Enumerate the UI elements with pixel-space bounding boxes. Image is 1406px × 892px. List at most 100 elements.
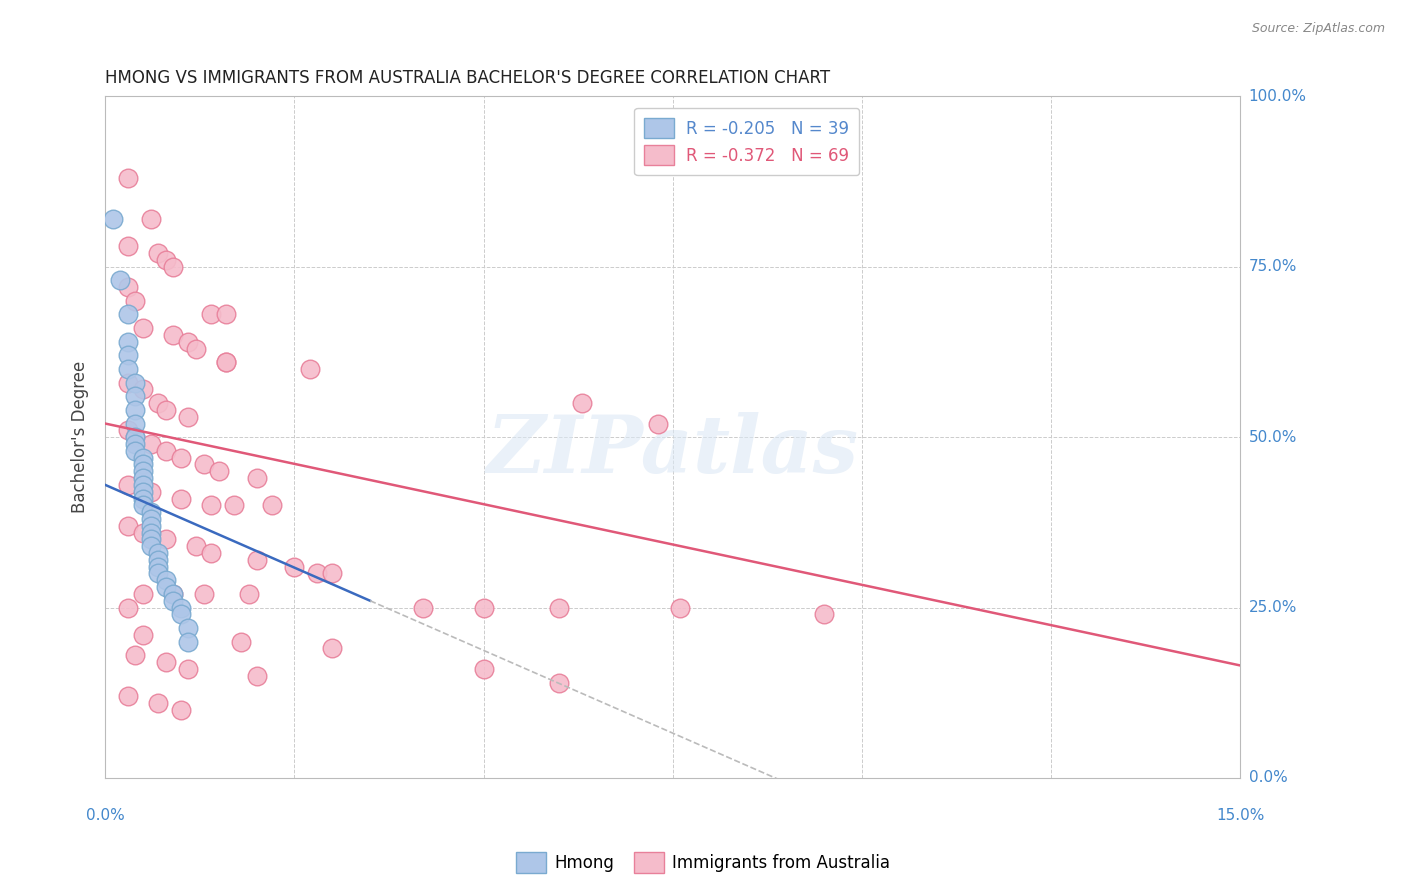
Point [155, 403, 177, 417]
Point [124, 443, 146, 458]
Point [155, 443, 177, 458]
Point [177, 621, 200, 635]
Point [170, 703, 193, 717]
Point [162, 587, 184, 601]
Text: 0.0%: 0.0% [1249, 771, 1288, 786]
Point [139, 512, 162, 526]
Point [184, 539, 207, 553]
Point [124, 417, 146, 431]
Point [124, 648, 146, 663]
Point [124, 389, 146, 403]
Point [124, 430, 146, 444]
Point [669, 600, 692, 615]
Point [148, 396, 170, 410]
Point [139, 539, 162, 553]
Point [260, 499, 283, 513]
Y-axis label: Bachelor's Degree: Bachelor's Degree [72, 361, 89, 513]
Point [132, 499, 155, 513]
Point [162, 587, 184, 601]
Point [170, 450, 193, 465]
Point [132, 491, 155, 506]
Point [132, 321, 155, 335]
Text: ZIPatlas: ZIPatlas [486, 412, 859, 490]
Point [412, 600, 434, 615]
Point [117, 518, 139, 533]
Point [148, 696, 170, 710]
Point [193, 458, 215, 472]
Point [200, 308, 222, 322]
Point [162, 327, 184, 342]
Point [117, 600, 139, 615]
Point [548, 675, 571, 690]
Point [117, 308, 139, 322]
Point [200, 546, 222, 560]
Point [170, 600, 193, 615]
Point [117, 239, 139, 253]
Point [155, 655, 177, 669]
Point [132, 525, 155, 540]
Point [215, 308, 238, 322]
Legend: R = -0.205   N = 39, R = -0.372   N = 69: R = -0.205 N = 39, R = -0.372 N = 69 [634, 108, 859, 176]
Point [132, 450, 155, 465]
Point [117, 280, 139, 294]
Point [208, 464, 231, 478]
Text: 50.0%: 50.0% [1249, 430, 1296, 445]
Text: 100.0%: 100.0% [1249, 89, 1306, 103]
Point [321, 566, 343, 581]
Text: 75.0%: 75.0% [1249, 260, 1296, 274]
Point [139, 505, 162, 519]
Point [647, 417, 669, 431]
Point [162, 260, 184, 274]
Point [571, 396, 593, 410]
Point [124, 293, 146, 308]
Point [117, 478, 139, 492]
Point [245, 669, 267, 683]
Point [124, 437, 146, 451]
Point [117, 423, 139, 437]
Point [177, 662, 200, 676]
Point [238, 587, 260, 601]
Point [132, 464, 155, 478]
Point [139, 518, 162, 533]
Point [139, 525, 162, 540]
Point [177, 334, 200, 349]
Point [148, 546, 170, 560]
Point [170, 491, 193, 506]
Point [132, 478, 155, 492]
Point [155, 252, 177, 267]
Point [307, 566, 329, 581]
Point [148, 553, 170, 567]
Point [298, 362, 321, 376]
Point [155, 533, 177, 547]
Point [215, 355, 238, 369]
Point [231, 634, 253, 648]
Point [139, 437, 162, 451]
Point [139, 533, 162, 547]
Point [813, 607, 835, 622]
Point [117, 689, 139, 703]
Text: 25.0%: 25.0% [1249, 600, 1296, 615]
Point [472, 662, 495, 676]
Point [117, 376, 139, 390]
Point [245, 553, 267, 567]
Point [124, 376, 146, 390]
Point [117, 334, 139, 349]
Point [162, 593, 184, 607]
Point [124, 430, 146, 444]
Point [193, 587, 215, 601]
Point [155, 574, 177, 588]
Point [132, 628, 155, 642]
Point [148, 246, 170, 260]
Point [548, 600, 571, 615]
Point [117, 362, 139, 376]
Point [132, 471, 155, 485]
Point [139, 484, 162, 499]
Point [283, 559, 305, 574]
Point [124, 403, 146, 417]
Point [321, 641, 343, 656]
Text: HMONG VS IMMIGRANTS FROM AUSTRALIA BACHELOR'S DEGREE CORRELATION CHART: HMONG VS IMMIGRANTS FROM AUSTRALIA BACHE… [105, 69, 831, 87]
Point [170, 607, 193, 622]
Point [200, 499, 222, 513]
Point [245, 471, 267, 485]
Point [184, 342, 207, 356]
